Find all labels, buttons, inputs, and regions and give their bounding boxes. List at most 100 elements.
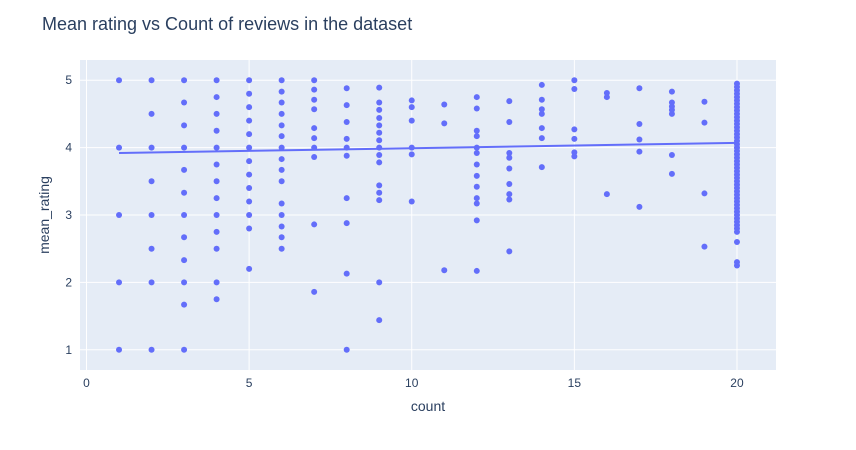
data-point <box>343 195 350 202</box>
data-point <box>311 135 318 142</box>
data-point <box>278 166 285 173</box>
data-point <box>441 267 448 274</box>
data-point <box>246 144 253 151</box>
data-point <box>311 86 318 93</box>
trendline <box>119 141 737 154</box>
data-point <box>538 164 545 171</box>
data-point <box>213 279 220 286</box>
data-point <box>181 279 188 286</box>
data-point <box>213 228 220 235</box>
data-point <box>278 223 285 230</box>
data-point <box>376 84 383 91</box>
data-point <box>636 85 643 92</box>
data-point <box>213 161 220 168</box>
data-point <box>473 133 480 140</box>
data-point <box>506 154 513 161</box>
data-point <box>473 172 480 179</box>
data-point <box>473 105 480 112</box>
data-point <box>571 126 578 133</box>
data-point <box>213 195 220 202</box>
data-point <box>246 198 253 205</box>
data-point <box>246 104 253 111</box>
data-point <box>506 150 513 156</box>
data-point <box>181 166 188 173</box>
data-point <box>278 144 285 151</box>
data-point <box>668 88 675 95</box>
data-point <box>733 259 740 266</box>
data-point <box>506 196 513 203</box>
data-point <box>538 96 545 103</box>
data-point <box>116 212 123 218</box>
data-point <box>148 178 155 185</box>
trendline-segment <box>119 141 737 154</box>
data-point <box>311 96 318 103</box>
data-point <box>213 77 220 84</box>
data-point <box>246 185 253 192</box>
data-point <box>278 122 285 129</box>
data-point <box>668 170 675 177</box>
data-point <box>376 106 383 113</box>
data-point <box>538 110 545 117</box>
data-point <box>181 301 188 308</box>
data-point <box>213 144 220 151</box>
data-point <box>603 90 610 97</box>
data-point <box>376 137 383 144</box>
data-point <box>246 158 253 165</box>
data-point <box>538 106 545 113</box>
data-point <box>343 346 350 353</box>
data-point <box>246 171 253 178</box>
data-point <box>441 120 448 127</box>
data-point <box>571 77 578 84</box>
y-tick-label: 1 <box>65 343 72 357</box>
y-tick-label: 2 <box>65 275 72 289</box>
x-tick-labels: 0 5 10 15 20 <box>83 376 744 390</box>
data-point <box>278 133 285 140</box>
data-point <box>116 346 123 353</box>
data-point <box>246 117 253 124</box>
data-point <box>181 257 188 264</box>
data-point <box>441 101 448 108</box>
data-point <box>376 189 383 196</box>
data-point <box>278 178 285 185</box>
data-point <box>668 152 675 159</box>
data-point <box>181 234 188 241</box>
data-point <box>376 279 383 286</box>
data-point <box>311 288 318 295</box>
data-point <box>181 346 188 353</box>
y-tick-label: 3 <box>65 208 72 222</box>
data-point <box>376 129 383 136</box>
y-axis-label: mean_rating <box>36 176 52 254</box>
data-point <box>148 212 155 218</box>
data-point <box>246 90 253 97</box>
data-point <box>668 99 675 106</box>
data-point <box>343 102 350 109</box>
data-point <box>116 279 123 286</box>
data-point <box>278 212 285 218</box>
data-point <box>408 151 415 158</box>
data-point <box>506 98 513 105</box>
data-point <box>213 127 220 134</box>
data-point <box>311 106 318 113</box>
data-point <box>473 183 480 190</box>
data-point <box>278 200 285 207</box>
data-point <box>213 245 220 252</box>
x-tick-label: 10 <box>405 376 419 390</box>
data-point <box>246 212 253 218</box>
data-point <box>701 190 708 197</box>
data-point <box>701 98 708 105</box>
data-point <box>733 238 740 245</box>
data-point <box>148 279 155 286</box>
data-point <box>376 99 383 106</box>
data-point <box>246 225 253 232</box>
data-point <box>408 97 415 104</box>
data-point <box>246 77 253 84</box>
data-point <box>181 99 188 106</box>
x-tick-label: 5 <box>246 376 253 390</box>
data-point <box>311 77 318 84</box>
data-point <box>278 99 285 106</box>
data-point <box>571 149 578 156</box>
data-point <box>408 198 415 205</box>
data-point <box>571 85 578 92</box>
chart-title: Mean rating vs Count of reviews in the d… <box>42 14 412 34</box>
